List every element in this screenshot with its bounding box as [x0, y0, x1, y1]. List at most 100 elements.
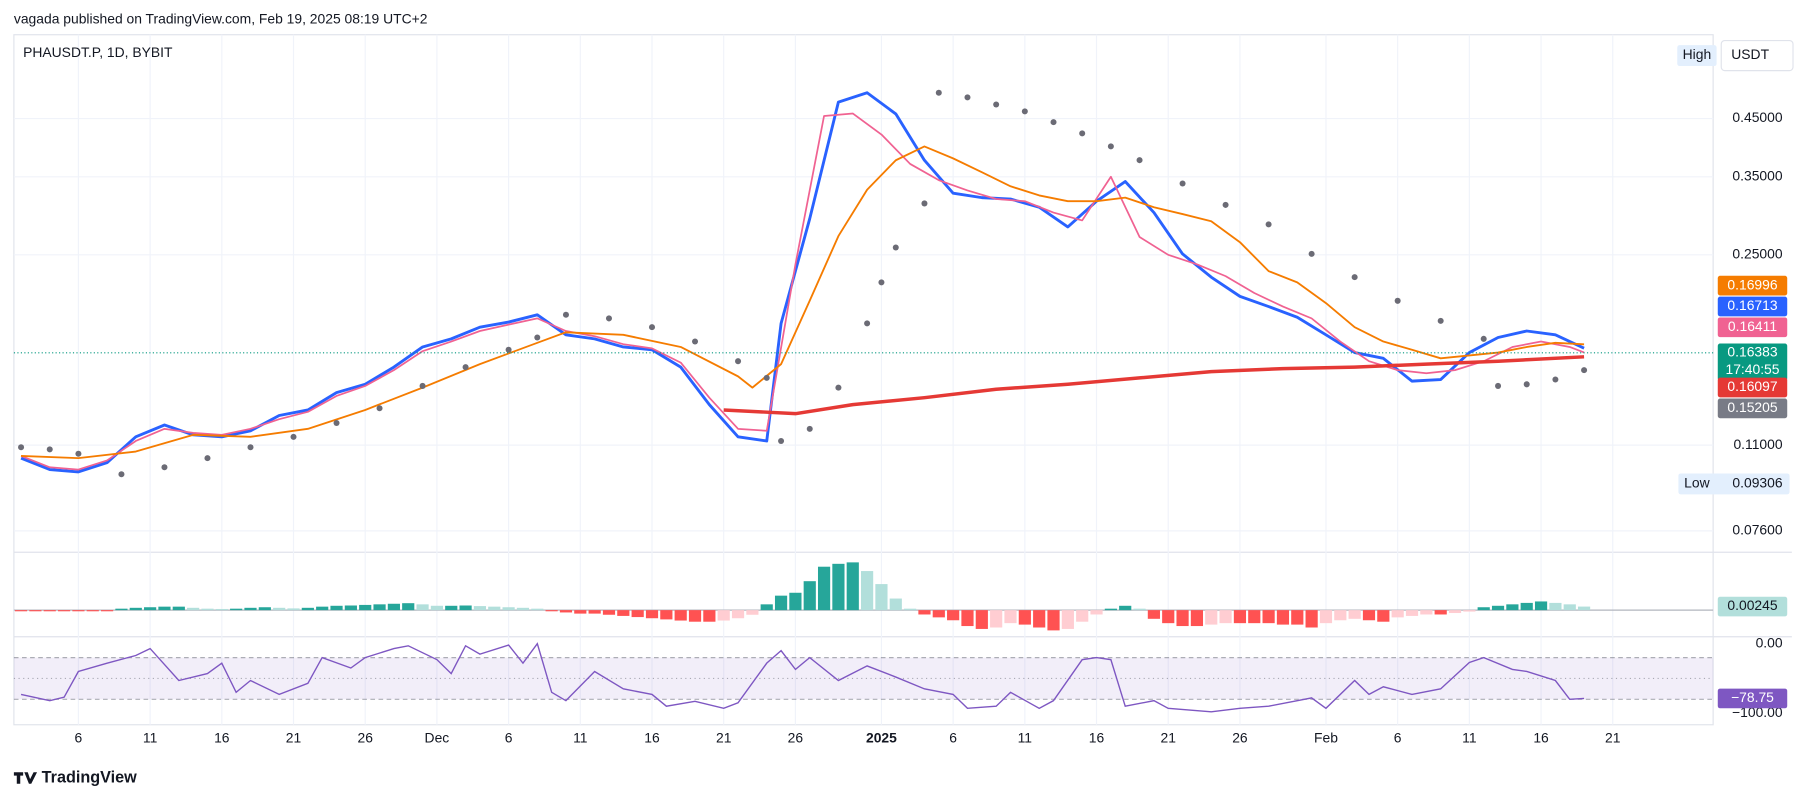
sar-dot	[778, 437, 785, 444]
histogram-bar	[445, 605, 458, 611]
histogram-bar	[1319, 610, 1333, 624]
sar-dot	[534, 334, 541, 341]
histogram-bar	[1491, 605, 1505, 611]
histogram-bar	[1119, 605, 1132, 611]
x-tick-label: 6	[949, 729, 957, 745]
histogram-bar	[344, 605, 357, 611]
histogram-bar	[373, 604, 386, 611]
x-tick-label: 16	[214, 729, 230, 745]
histogram-bar	[330, 605, 343, 611]
sar-dot	[1581, 367, 1588, 374]
histogram-bar	[1004, 610, 1017, 624]
histogram-bar	[803, 581, 816, 611]
histogram-bar	[1405, 610, 1419, 616]
sar-dot	[419, 382, 426, 389]
sar-dot	[290, 433, 297, 440]
histogram-bar	[287, 608, 300, 611]
currency-box	[1720, 39, 1794, 72]
sar-dot	[1308, 250, 1315, 257]
histogram-bar	[1577, 606, 1591, 611]
histogram-bar	[1133, 608, 1146, 611]
histogram-bar	[430, 605, 444, 611]
sar-dot	[1394, 297, 1401, 304]
x-tick-label: 6	[1394, 729, 1402, 745]
low-label: Low	[1684, 475, 1710, 491]
histogram-bar	[258, 607, 271, 611]
histogram-bar	[774, 595, 788, 611]
histogram-bar	[459, 605, 472, 611]
sar-dot	[1437, 317, 1444, 324]
histogram-bar	[545, 610, 558, 612]
histogram-bar	[1047, 610, 1060, 631]
histogram-bar	[904, 608, 917, 611]
sar-dot	[1552, 376, 1559, 383]
histogram-bar	[1076, 610, 1089, 622]
price-label-box	[1717, 398, 1788, 419]
y-tick-label: 0.25000	[1732, 245, 1782, 261]
histogram-bar	[115, 608, 128, 611]
histogram-bar	[1219, 610, 1232, 624]
histogram-bar	[1291, 610, 1304, 625]
histogram-bar	[43, 610, 56, 612]
osc-line	[20, 642, 1585, 713]
histogram-bar	[1276, 610, 1290, 625]
x-tick-label: 6	[505, 729, 513, 745]
histogram-bar	[488, 606, 501, 611]
histogram-bar	[1248, 610, 1261, 624]
histogram-bar	[1147, 610, 1160, 619]
histogram-bar	[201, 608, 214, 611]
histogram-bar	[1334, 610, 1347, 621]
price-label: 0.16097	[1727, 378, 1777, 394]
low-box	[1678, 473, 1790, 495]
y-tick-label: 0.11000	[1733, 436, 1782, 452]
x-tick-label: Feb	[1314, 729, 1338, 745]
histogram-bar	[1534, 601, 1548, 611]
x-tick-label: 26	[1232, 729, 1248, 745]
sar-dot	[1495, 382, 1502, 389]
histogram-bar	[158, 606, 171, 611]
hist-label-box	[1717, 596, 1788, 617]
histogram-bar	[273, 607, 286, 611]
histogram-bar	[144, 607, 157, 611]
x-tick-label: 21	[1605, 729, 1621, 745]
osc-label: −78.75	[1731, 689, 1774, 705]
sar-dot	[1222, 201, 1229, 208]
price-label: 0.16996	[1727, 276, 1777, 292]
histogram-bar	[731, 610, 745, 619]
x-tick-label: 16	[644, 729, 660, 745]
histogram-bar	[215, 608, 228, 611]
sar-dot	[605, 315, 612, 322]
sar-dot	[835, 384, 842, 391]
histogram-bar	[1348, 610, 1361, 619]
histogram-bar	[1176, 610, 1189, 627]
sar-dot	[161, 464, 168, 471]
sar-dot	[878, 279, 885, 286]
x-tick-label: 11	[1018, 729, 1033, 745]
histogram-bar	[1463, 610, 1476, 612]
price-label: 0.16383	[1727, 343, 1777, 359]
histogram-bar	[1305, 610, 1318, 628]
histogram-bar	[1033, 610, 1046, 628]
high-label: High	[1683, 46, 1712, 62]
histogram-bar	[1205, 610, 1218, 625]
hist-label: 0.00245	[1727, 597, 1777, 613]
histogram-bar	[86, 610, 99, 612]
histogram-bar	[559, 610, 573, 613]
histogram-bar	[1362, 610, 1376, 621]
sar-dot	[1050, 119, 1057, 126]
histogram-bar	[1104, 608, 1117, 611]
price-line	[20, 91, 1585, 474]
price-label: 0.16411	[1728, 318, 1777, 334]
histogram-bar	[402, 603, 415, 611]
x-tick-label: 26	[788, 729, 804, 745]
osc-label-box	[1717, 688, 1788, 709]
sar-dot	[1136, 157, 1143, 164]
histogram-bar	[1233, 610, 1247, 624]
histogram-bar	[72, 610, 85, 612]
histogram-bar	[316, 606, 329, 611]
x-tick-label: 21	[286, 729, 302, 745]
sar-dot	[1079, 130, 1086, 137]
histogram-bar	[1520, 602, 1533, 611]
sar-dot	[1351, 274, 1358, 281]
